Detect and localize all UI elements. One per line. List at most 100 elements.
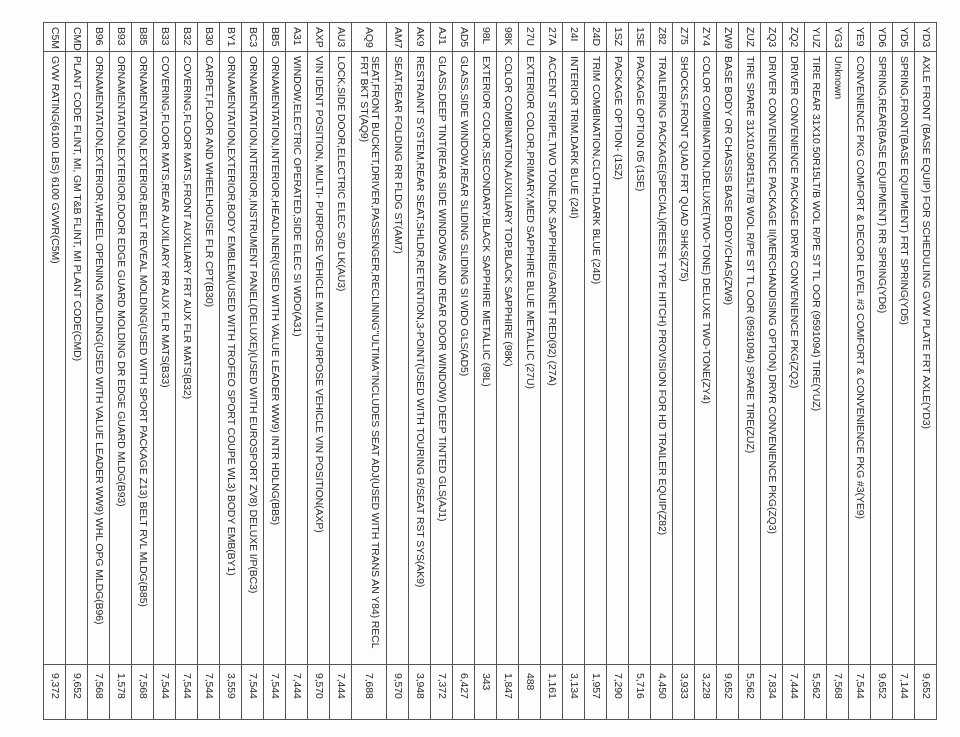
option-description: ORNAMENTATION,EXTERIOR,BODY EMBLEM(USED … (219, 51, 242, 665)
option-value: 4,450 (650, 664, 673, 720)
option-value: 3,933 (672, 664, 695, 720)
option-value: 1,161 (540, 664, 563, 720)
table-row: B30 CARPET,FLOOR AND WHEELHOUSE FLR CPT(B… (197, 22, 220, 720)
option-value: 3,559 (219, 664, 242, 720)
table-row: B33 COVERING,FLOOR MATS,REAR AUXILIARY RR… (153, 22, 176, 720)
table-row: 1SE PACKAGE OPTION 05 (1SE) 5,716 (628, 22, 651, 720)
option-value: 7,144 (892, 664, 915, 720)
option-description: DRIVER CONVENIENCE PACKAGE DRVR CONVENIE… (782, 51, 805, 665)
option-value: 9,570 (307, 664, 330, 720)
option-code: BY1 (219, 22, 242, 52)
options-table-body: YD3 AXLE FRONT (BASE EQUIP) FOR SCHEDULIN… (43, 22, 937, 720)
option-description: SPRING,FRONT(BASE EQUIPMENT) FRT SPRING(… (892, 51, 915, 665)
option-code: BC3 (241, 22, 264, 52)
table-row: YUZ TIRE REAR 31X10.50R15LT/B WOL R/PE ST… (804, 22, 827, 720)
option-value: 9,652 (870, 664, 893, 720)
option-code: 24D (584, 22, 607, 52)
option-value: 7,568 (131, 664, 154, 720)
table-row: 24D TRIM COMBINATION,CLOTH,DARK BLUE (24D… (584, 22, 607, 720)
option-code: B85 (131, 22, 154, 52)
table-row: ZY4 COLOR COMBINATION,DELUXE(TWO-TONE) DE… (694, 22, 717, 720)
table-row: 24I INTERIOR TRIM,DARK BLUE (24I) 3,134 (562, 22, 585, 720)
table-row: ZW9 BASE BODY OR CHASSIS BASE BODY/CHAS(Z… (716, 22, 739, 720)
table-row: YE9 CONVENIENCE PKG COMFORT & DECOR LEVEL… (848, 22, 871, 720)
option-value: 5,562 (804, 664, 827, 720)
option-description: GLASS,DEEP TINT(REAR SIDE WINDOWS AND RE… (430, 51, 453, 665)
option-description: SHOCKS,FRONT QUAD FRT QUAD SHKS(Z75) (672, 51, 695, 665)
option-description: SEAT,REAR FOLDING RR FLDG ST(AM7) (386, 51, 409, 665)
table-row: CMD PLANT CODE FLINT, MI, GM T&B FLINT, M… (65, 22, 88, 720)
option-value: 1,847 (496, 664, 519, 720)
option-description: CONVENIENCE PKG COMFORT & DECOR LEVEL #3… (848, 51, 871, 665)
option-code: 98L (474, 22, 497, 52)
table-row: B85 ORNAMENTATION,EXTERIOR,BELT REVEAL MO… (131, 22, 154, 720)
rotated-options-table-page: YD3 AXLE FRONT (BASE EQUIP) FOR SCHEDULIN… (43, 22, 937, 720)
option-code: B96 (87, 22, 110, 52)
table-row: AM7 SEAT,REAR FOLDING RR FLDG ST(AM7) 9,57… (386, 22, 409, 720)
table-row: YD3 AXLE FRONT (BASE EQUIP) FOR SCHEDULIN… (914, 22, 937, 720)
table-row: AQ9 SEAT,FRONT BUCKET,DRIVER,PASSENGER,RE… (351, 22, 387, 720)
option-code: YG3 (826, 22, 849, 52)
option-value: 3,948 (408, 664, 431, 720)
option-description: ACCENT STRIPE,TWO TONE,DK SAPPHIRE/GARNE… (540, 51, 563, 665)
option-value: 1,957 (584, 664, 607, 720)
table-row: 27A ACCENT STRIPE,TWO TONE,DK SAPPHIRE/GA… (540, 22, 563, 720)
table-row: AD5 GLASS,SIDE WINDOW,REAR SLIDING SLIDIN… (452, 22, 475, 720)
option-value: 7,568 (87, 664, 110, 720)
table-row: ZQ2 DRIVER CONVENIENCE PACKAGE DRVR CONVE… (782, 22, 805, 720)
option-description: Unknown (826, 51, 849, 665)
option-value: 7,544 (241, 664, 264, 720)
table-row: YD6 SPRING,REAR(BASE EQUIPMENT) RR SPRING… (870, 22, 893, 720)
option-description: TRAILERING PACKAGE(SPECIAL)(REESE TYPE H… (650, 51, 673, 665)
option-value: 3,134 (562, 664, 585, 720)
table-row: A31 WINDOW,ELECTRIC OPERATED,SIDE ELEC SI… (285, 22, 308, 720)
option-code: AD5 (452, 22, 475, 52)
option-description: GLASS,SIDE WINDOW,REAR SLIDING SLIDING S… (452, 51, 475, 665)
option-value: 7,444 (285, 664, 308, 720)
option-value: 343 (474, 664, 497, 720)
option-description: WINDOW,ELECTRIC OPERATED,SIDE ELEC SI WD… (285, 51, 308, 665)
table-row: AK9 RESTRAINT SYSTEM,REAR SEAT,SHLDR,RETE… (408, 22, 431, 720)
option-description: INTERIOR TRIM,DARK BLUE (24I) (562, 51, 585, 665)
table-row: B32 COVERING,FLOOR MATS,FRONT AUXILIARY F… (175, 22, 198, 720)
option-code: 1SZ (606, 22, 629, 52)
option-code: YD5 (892, 22, 915, 52)
table-row: 27U EXTERIOR COLOR,PRIMARY,MED SAPPHIRE B… (518, 22, 541, 720)
table-row: C5M GVW RATING(6100 LBS) 6100 GVWR(C5M) 9,… (43, 22, 66, 720)
table-row: AXP VIN IDENT POSITION, MULTI- PURPOSE VE… (307, 22, 330, 720)
option-description: COVERING,FLOOR MATS,FRONT AUXILIARY FRT … (175, 51, 198, 665)
option-description: LOCK,SIDE DOOR,ELECTRIC ELEC S/D LK(AU3) (329, 51, 352, 665)
option-code: ZQ3 (760, 22, 783, 52)
option-code: YUZ (804, 22, 827, 52)
table-row: ZQ3 DRIVER CONVENIENCE PACKAGE II(MERCHAN… (760, 22, 783, 720)
option-value: 5,562 (738, 664, 761, 720)
option-description: ORNAMENTATION,INTERIOR,HEADLINER(USED WI… (263, 51, 286, 665)
table-row: Z82 TRAILERING PACKAGE(SPECIAL)(REESE TYP… (650, 22, 673, 720)
option-value: 9,372 (43, 664, 66, 720)
option-code: 98K (496, 22, 519, 52)
table-row: ZUZ TIRE SPARE 31X10.50R15LT/B WOL R/PE S… (738, 22, 761, 720)
option-code: A31 (285, 22, 308, 52)
option-code: B93 (109, 22, 132, 52)
option-code: CMD (65, 22, 88, 52)
option-description: EXTERIOR COLOR,PRIMARY,MED SAPPHIRE BLUE… (518, 51, 541, 665)
table-row: YG3 Unknown 7,568 (826, 22, 849, 720)
option-code: AK9 (408, 22, 431, 52)
option-description: TRIM COMBINATION,CLOTH,DARK BLUE (24D) (584, 51, 607, 665)
option-code: 24I (562, 22, 585, 52)
option-description: TIRE SPARE 31X10.50R15LT/B WOL R/PE ST T… (738, 51, 761, 665)
option-code: B32 (175, 22, 198, 52)
option-code: AU3 (329, 22, 352, 52)
option-value: 9,652 (716, 664, 739, 720)
option-value: 7,544 (263, 664, 286, 720)
option-value: 1,578 (109, 664, 132, 720)
option-description: ORNAMENTATION,EXTERIOR,BELT REVEAL MOLDI… (131, 51, 154, 665)
option-code: ZY4 (694, 22, 717, 52)
option-description: CARPET,FLOOR AND WHEELHOUSE FLR CPT(B30) (197, 51, 220, 665)
option-value: 7,444 (329, 664, 352, 720)
table-row: AU3 LOCK,SIDE DOOR,ELECTRIC ELEC S/D LK(A… (329, 22, 352, 720)
option-description: SEAT,FRONT BUCKET,DRIVER,PASSENGER,RECLI… (351, 51, 387, 665)
option-value: 7,544 (175, 664, 198, 720)
option-value: 488 (518, 664, 541, 720)
option-code: BB5 (263, 22, 286, 52)
